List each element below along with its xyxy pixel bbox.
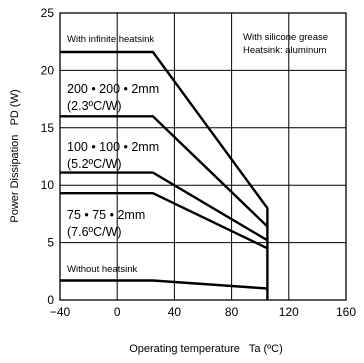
x-tick-label: 40 bbox=[168, 305, 182, 319]
plot-frame bbox=[59, 12, 347, 301]
y-tick-label: 0 bbox=[47, 293, 54, 307]
x-tick-label: 120 bbox=[279, 305, 299, 319]
y-tick-label: 5 bbox=[47, 236, 54, 250]
y-axis-label: Power Dissipation PD (W) bbox=[9, 89, 21, 222]
y-tick-label: 10 bbox=[41, 178, 55, 192]
series-sublabel-75mm: (7.6ºC/W) bbox=[67, 225, 122, 239]
annotation-conditions-line-1: With silicone grease bbox=[243, 32, 328, 43]
series-line-200mm bbox=[60, 115, 269, 228]
y-tick-label: 20 bbox=[41, 63, 55, 77]
series-label-without-heatsink: Without heatsink bbox=[67, 264, 137, 275]
series-line-75mm bbox=[60, 191, 268, 250]
y-tick-label: 15 bbox=[41, 121, 55, 135]
x-tick-label: 160 bbox=[336, 305, 356, 319]
series-line-without-heatsink bbox=[60, 279, 268, 290]
x-axis-label: Operating temperature Ta (ºC) bbox=[129, 343, 283, 355]
series-label-100mm: 100 • 100 • 2mm bbox=[67, 140, 159, 154]
series-label-75mm: 75 • 75 • 2mm bbox=[67, 208, 145, 222]
x-tick-label: −40 bbox=[50, 305, 71, 319]
grid bbox=[60, 13, 346, 300]
series-sublabel-100mm: (5.2ºC/W) bbox=[67, 157, 122, 171]
series-layer bbox=[60, 50, 269, 300]
x-tick-label: 80 bbox=[225, 305, 239, 319]
y-tick-label: 25 bbox=[41, 6, 55, 20]
series-sublabel-200mm: (2.3ºC/W) bbox=[67, 99, 122, 113]
annotation-conditions-line-2: Heatsink: aluminum bbox=[243, 45, 327, 56]
series-line-infinite-heatsink bbox=[60, 50, 269, 300]
series-label-infinite-heatsink: With infinite heatsink bbox=[67, 34, 154, 45]
x-tick-label: 0 bbox=[114, 305, 121, 319]
series-label-200mm: 200 • 200 • 2mm bbox=[67, 82, 159, 96]
series-line-100mm bbox=[60, 171, 269, 242]
